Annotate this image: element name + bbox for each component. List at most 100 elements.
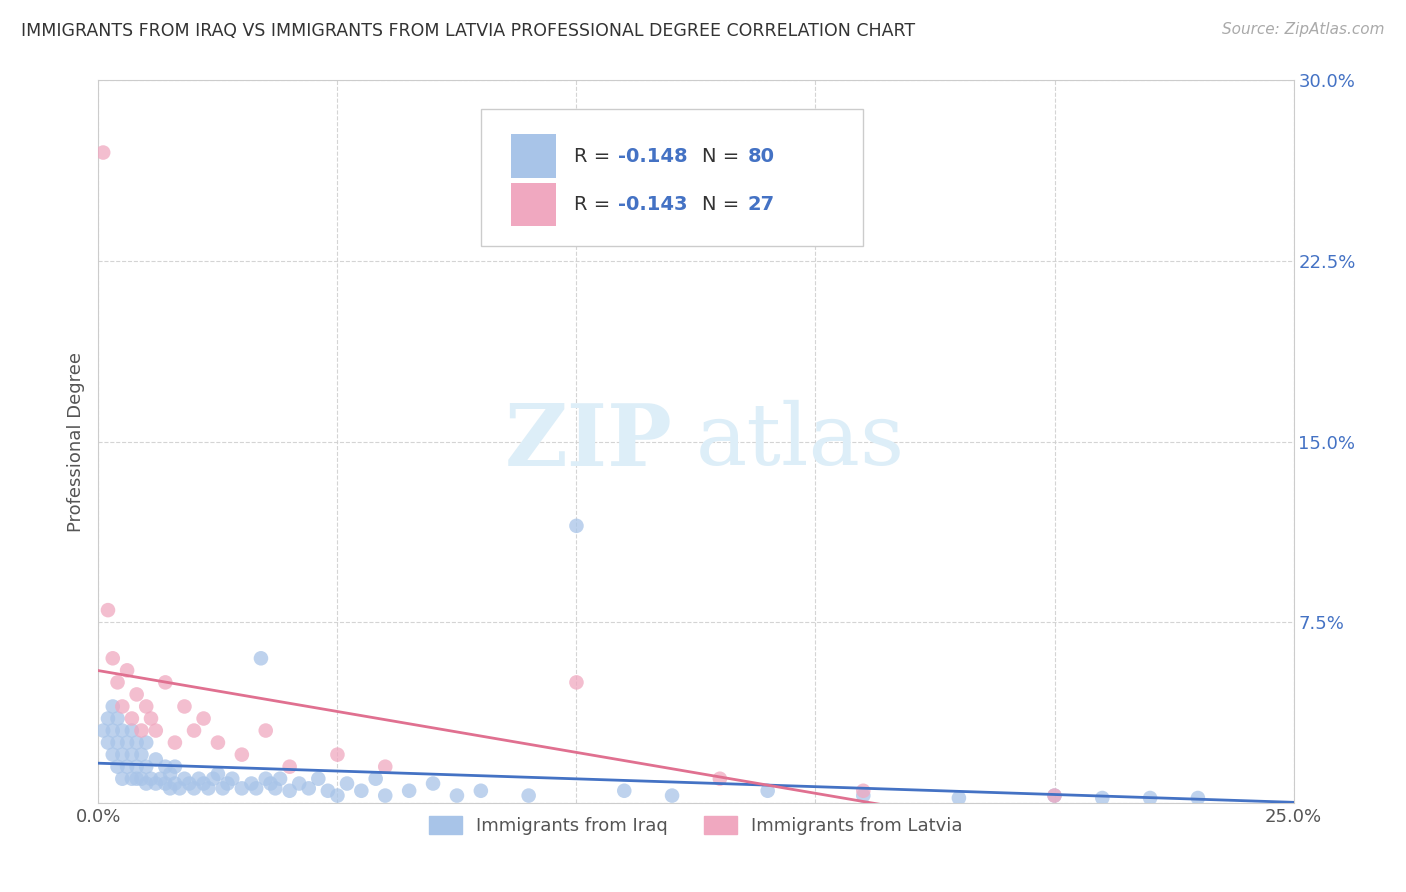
Point bbox=[139, 712, 162, 726]
Point bbox=[298, 781, 321, 796]
Point bbox=[135, 735, 157, 749]
Point bbox=[107, 675, 129, 690]
Point bbox=[101, 699, 124, 714]
Point bbox=[250, 651, 273, 665]
Point bbox=[446, 789, 468, 803]
Point bbox=[183, 781, 205, 796]
Point bbox=[97, 735, 120, 749]
Point bbox=[193, 712, 215, 726]
Point bbox=[517, 789, 540, 803]
Point bbox=[145, 723, 167, 738]
FancyBboxPatch shape bbox=[510, 135, 557, 178]
Point bbox=[187, 772, 209, 786]
Point bbox=[278, 784, 301, 798]
Point bbox=[91, 723, 114, 738]
Text: R =: R = bbox=[574, 146, 617, 166]
Point bbox=[217, 776, 239, 790]
Point bbox=[115, 664, 138, 678]
Point bbox=[111, 772, 134, 786]
Point bbox=[125, 687, 148, 701]
Point bbox=[163, 735, 186, 749]
Point bbox=[207, 767, 229, 781]
Legend: Immigrants from Iraq, Immigrants from Latvia: Immigrants from Iraq, Immigrants from La… bbox=[420, 807, 972, 845]
Point bbox=[269, 772, 291, 786]
Point bbox=[111, 723, 134, 738]
Text: 80: 80 bbox=[748, 146, 775, 166]
Point bbox=[135, 776, 157, 790]
Point bbox=[115, 735, 138, 749]
Point bbox=[97, 603, 120, 617]
Text: N =: N = bbox=[702, 195, 745, 214]
Point bbox=[240, 776, 263, 790]
Point bbox=[101, 747, 124, 762]
Point bbox=[131, 747, 153, 762]
Point bbox=[1043, 789, 1066, 803]
Point bbox=[1139, 791, 1161, 805]
Point bbox=[131, 772, 153, 786]
Point bbox=[470, 784, 492, 798]
Point bbox=[173, 699, 195, 714]
Point bbox=[125, 760, 148, 774]
Point bbox=[145, 752, 167, 766]
Point bbox=[202, 772, 225, 786]
Point bbox=[613, 784, 636, 798]
Point bbox=[245, 781, 267, 796]
Point bbox=[374, 760, 396, 774]
Point bbox=[661, 789, 683, 803]
Point bbox=[948, 791, 970, 805]
Point bbox=[307, 772, 329, 786]
Point bbox=[101, 723, 124, 738]
Point bbox=[221, 772, 243, 786]
Point bbox=[211, 781, 233, 796]
Point bbox=[398, 784, 420, 798]
Point bbox=[316, 784, 339, 798]
Point bbox=[565, 675, 588, 690]
Point bbox=[173, 772, 195, 786]
Point bbox=[135, 760, 157, 774]
Point bbox=[149, 772, 172, 786]
Point bbox=[91, 145, 114, 160]
Point bbox=[107, 735, 129, 749]
Point bbox=[115, 760, 138, 774]
Point bbox=[326, 789, 349, 803]
Point bbox=[231, 747, 253, 762]
Point bbox=[107, 760, 129, 774]
Point bbox=[422, 776, 444, 790]
Point bbox=[254, 723, 277, 738]
Point bbox=[111, 699, 134, 714]
Point bbox=[163, 760, 186, 774]
Point bbox=[97, 712, 120, 726]
Point bbox=[350, 784, 373, 798]
Point bbox=[145, 776, 167, 790]
Y-axis label: Professional Degree: Professional Degree bbox=[66, 351, 84, 532]
Point bbox=[163, 776, 186, 790]
Point bbox=[207, 735, 229, 749]
Point bbox=[1043, 789, 1066, 803]
Point bbox=[264, 781, 287, 796]
Point bbox=[336, 776, 359, 790]
Point bbox=[193, 776, 215, 790]
Point bbox=[155, 675, 177, 690]
Text: IMMIGRANTS FROM IRAQ VS IMMIGRANTS FROM LATVIA PROFESSIONAL DEGREE CORRELATION C: IMMIGRANTS FROM IRAQ VS IMMIGRANTS FROM … bbox=[21, 22, 915, 40]
Point bbox=[254, 772, 277, 786]
Point bbox=[131, 723, 153, 738]
Point bbox=[159, 781, 181, 796]
Text: -0.148: -0.148 bbox=[619, 146, 688, 166]
Point bbox=[231, 781, 253, 796]
Point bbox=[197, 781, 219, 796]
Point bbox=[121, 747, 143, 762]
Point bbox=[852, 784, 875, 798]
Point bbox=[709, 772, 731, 786]
Point bbox=[364, 772, 387, 786]
Point bbox=[107, 712, 129, 726]
Point bbox=[1187, 791, 1209, 805]
Point bbox=[159, 767, 181, 781]
Point bbox=[278, 760, 301, 774]
FancyBboxPatch shape bbox=[510, 183, 557, 227]
Point bbox=[326, 747, 349, 762]
Point bbox=[155, 776, 177, 790]
Text: Source: ZipAtlas.com: Source: ZipAtlas.com bbox=[1222, 22, 1385, 37]
Point bbox=[169, 781, 191, 796]
Text: ZIP: ZIP bbox=[505, 400, 672, 483]
Point bbox=[121, 723, 143, 738]
